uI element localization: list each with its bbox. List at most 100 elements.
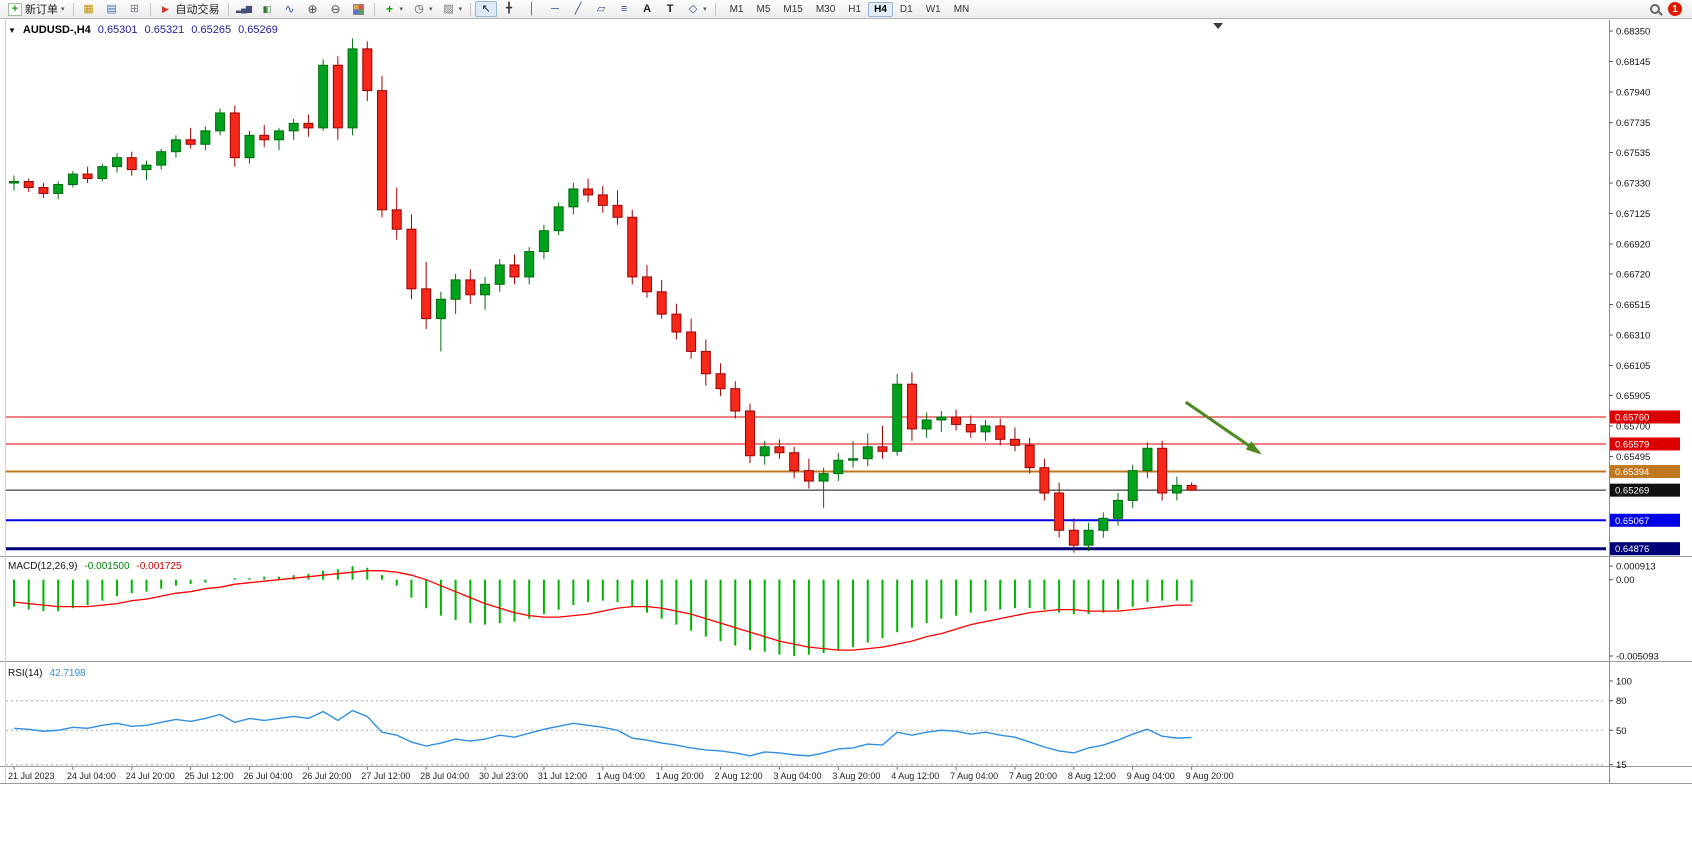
toolbar-separator xyxy=(373,2,375,16)
price-tag xyxy=(1610,483,1680,497)
svg-text:50: 50 xyxy=(1616,726,1627,737)
indicators-icon: + xyxy=(386,2,394,16)
tf-h4-button[interactable]: H4 xyxy=(868,1,893,17)
svg-text:0.67330: 0.67330 xyxy=(1616,179,1650,190)
svg-text:24 Jul 20:00: 24 Jul 20:00 xyxy=(126,771,175,781)
chart-shift-marker[interactable] xyxy=(1213,23,1224,29)
toolbar-separator xyxy=(714,2,716,16)
support-resistance-lines xyxy=(6,416,1606,551)
cursor-tool-button[interactable]: ↖ xyxy=(475,1,498,17)
horizontal-line-tool-button[interactable]: ─ xyxy=(544,1,566,17)
price-tag xyxy=(1610,410,1680,424)
line-chart-button[interactable]: ∿ xyxy=(279,1,301,17)
autotrading-icon: ▶ xyxy=(162,3,169,14)
fibonacci-tool-button[interactable]: ≡ xyxy=(613,1,635,17)
shapes-tool-button[interactable]: ◇ ▾ xyxy=(682,1,711,17)
template-icon: ▨ xyxy=(443,2,454,15)
market-watch-icon: ▦ xyxy=(83,2,94,15)
chart-symbol-label: ▼ AUDUSD-,H4 0.65301 0.65321 0.65265 0.6… xyxy=(8,24,278,36)
toolbar: + 新订单 ▾ ▦ ▤ ⊞ ▶ 自动交易 ▂▄▆ ▮▯ ∿ ⊕ ⊖ + ▾ ◷ … xyxy=(0,0,1692,19)
arrow-annotation[interactable] xyxy=(1184,400,1261,454)
tf-m5-button[interactable]: M5 xyxy=(756,3,771,15)
tile-windows-button[interactable] xyxy=(348,1,370,17)
tf-mn-button[interactable]: MN xyxy=(953,3,970,15)
svg-text:-0.005093: -0.005093 xyxy=(1616,651,1659,662)
rsi-indicator-label: RSI(14) 42.7198 xyxy=(8,668,86,679)
toolbar-separator xyxy=(72,2,74,16)
indicators-button[interactable]: + ▾ xyxy=(379,1,408,17)
svg-text:9 Aug 20:00: 9 Aug 20:00 xyxy=(1186,771,1234,781)
fibonacci-icon: ≡ xyxy=(620,2,628,15)
tf-w1-button[interactable]: W1 xyxy=(925,3,941,15)
data-window-button[interactable]: ▤ xyxy=(101,1,123,17)
rsi-name: RSI(14) xyxy=(8,668,43,679)
trendline-tool-button[interactable]: ╱ xyxy=(567,1,589,17)
svg-text:0.66310: 0.66310 xyxy=(1616,331,1650,342)
svg-text:0.68350: 0.68350 xyxy=(1616,27,1650,38)
svg-text:26 Jul 20:00: 26 Jul 20:00 xyxy=(302,771,351,781)
svg-text:4 Aug 12:00: 4 Aug 12:00 xyxy=(891,771,939,781)
svg-text:26 Jul 04:00: 26 Jul 04:00 xyxy=(244,771,293,781)
svg-text:21 Jul 2023: 21 Jul 2023 xyxy=(8,771,55,781)
navigator-button[interactable]: ⊞ xyxy=(124,1,146,17)
crosshair-icon: ╋ xyxy=(506,3,513,14)
label-icon: T xyxy=(666,2,674,15)
candlestick-chart-button[interactable]: ▮▯ xyxy=(256,1,278,17)
macd-name: MACD(12,26,9) xyxy=(8,561,78,572)
time-axis[interactable]: 21 Jul 2023 24 Jul 04:00 24 Jul 20:00 25 Ju… xyxy=(8,767,1234,781)
bar-chart-button[interactable]: ▂▄▆ xyxy=(233,1,255,17)
vertical-line-tool-button[interactable]: │ xyxy=(521,1,543,17)
market-watch-button[interactable]: ▦ xyxy=(78,1,100,17)
zoom-in-button[interactable]: ⊕ xyxy=(302,1,324,17)
rsi-panel[interactable]: 100 80 50 15 xyxy=(6,677,1632,772)
crosshair-tool-button[interactable]: ╋ xyxy=(498,1,520,17)
svg-text:0.65269: 0.65269 xyxy=(1615,486,1649,497)
line-chart-icon: ∿ xyxy=(284,2,295,16)
label-tool-button[interactable]: T xyxy=(659,1,681,17)
new-order-button[interactable]: + 新订单 ▾ xyxy=(4,1,69,17)
svg-text:0.64876: 0.64876 xyxy=(1615,544,1649,555)
toolbar-separator xyxy=(227,2,229,16)
clock-icon: ◷ xyxy=(414,2,424,15)
tf-h1-button[interactable]: H1 xyxy=(848,3,862,15)
chevron-down-icon: ▾ xyxy=(458,6,463,13)
zoom-out-button[interactable]: ⊖ xyxy=(325,1,347,17)
svg-text:0.67940: 0.67940 xyxy=(1616,88,1650,99)
svg-text:0.67735: 0.67735 xyxy=(1616,118,1650,129)
tf-m30-button[interactable]: M30 xyxy=(815,3,836,15)
tf-m15-button[interactable]: M15 xyxy=(783,3,803,15)
arrow-head xyxy=(1245,441,1262,455)
svg-text:3 Aug 04:00: 3 Aug 04:00 xyxy=(773,771,821,781)
price-tag xyxy=(1610,542,1680,556)
text-tool-button[interactable]: A xyxy=(636,1,658,17)
symbol-dropdown-icon[interactable]: ▼ xyxy=(8,26,16,35)
ohlc-low: 0.65265 xyxy=(191,24,232,36)
ohlc-close: 0.65269 xyxy=(238,24,278,36)
svg-text:2 Aug 12:00: 2 Aug 12:00 xyxy=(715,771,763,781)
ohlc-open: 0.65301 xyxy=(97,24,138,36)
search-icon[interactable] xyxy=(1650,4,1660,14)
svg-text:8 Aug 12:00: 8 Aug 12:00 xyxy=(1068,771,1116,781)
periods-button[interactable]: ◷ ▾ xyxy=(408,1,437,17)
tf-m1-button[interactable]: M1 xyxy=(729,3,744,15)
tf-d1-button[interactable]: D1 xyxy=(899,3,913,15)
svg-text:0.66720: 0.66720 xyxy=(1616,269,1650,280)
autotrading-label: 自动交易 xyxy=(175,4,220,16)
cursor-icon: ↖ xyxy=(481,2,491,15)
candlesticks[interactable] xyxy=(9,38,1197,553)
autotrading-button[interactable]: ▶ 自动交易 xyxy=(155,1,224,17)
macd-panel[interactable]: 0.000913 0.00 -0.005093 xyxy=(13,562,1659,663)
panel-borders xyxy=(0,20,1692,784)
svg-text:28 Jul 04:00: 28 Jul 04:00 xyxy=(420,771,469,781)
price-axis[interactable]: 0.68350 0.68145 0.67940 0.67735 0.67535 0.673… xyxy=(1609,27,1680,556)
chevron-down-icon: ▾ xyxy=(703,6,707,13)
candlestick-chart-icon: ▮▯ xyxy=(262,3,272,14)
channel-tool-button[interactable]: ▱ xyxy=(590,1,612,17)
templates-button[interactable]: ▨ ▾ xyxy=(438,1,467,17)
svg-text:0.000913: 0.000913 xyxy=(1616,562,1656,573)
svg-text:15: 15 xyxy=(1616,760,1627,771)
svg-text:30 Jul 23:00: 30 Jul 23:00 xyxy=(479,771,528,781)
svg-text:0.00: 0.00 xyxy=(1616,575,1635,586)
notification-badge[interactable]: 1 xyxy=(1668,2,1682,16)
